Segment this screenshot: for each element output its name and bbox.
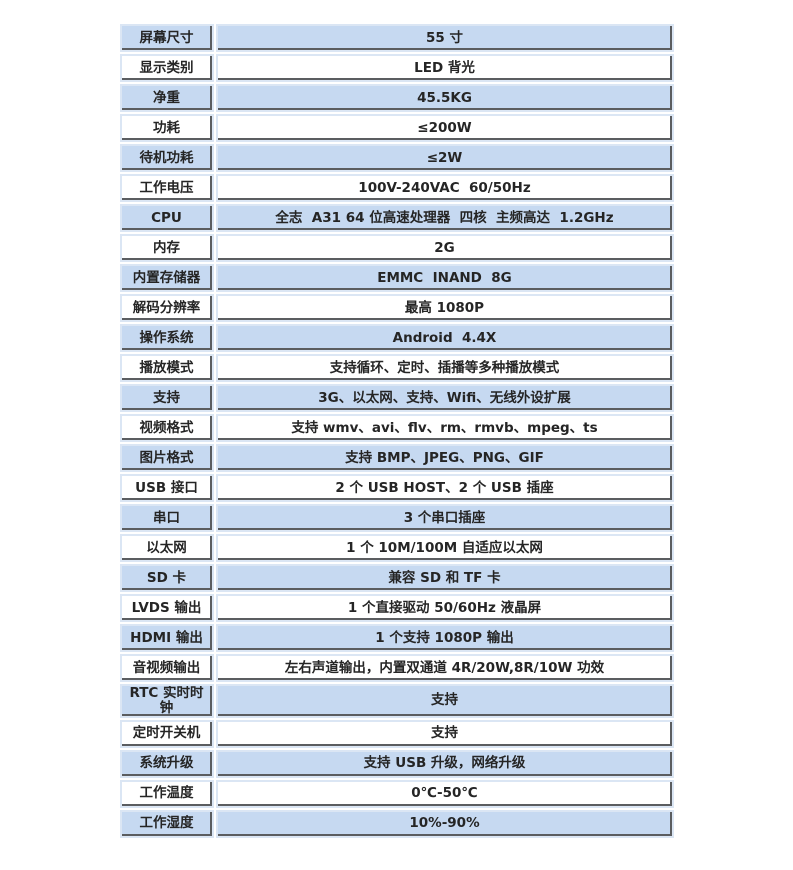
spec-label: 解码分辨率 [119, 294, 214, 322]
spec-row: 显示类别 LED 背光 [119, 54, 674, 82]
spec-value: 2G [215, 234, 674, 262]
spec-value: Android 4.4X [215, 324, 674, 352]
spec-table-body: 屏幕尺寸 55 寸显示类别 LED 背光 净重 45.5KG 功耗 ≤200W 待机功耗 ≤2W… [119, 24, 674, 838]
spec-label: 以太网 [119, 534, 214, 562]
spec-label: LVDS 输出 [119, 594, 214, 622]
spec-label: 待机功耗 [119, 144, 214, 172]
spec-label: CPU [119, 204, 214, 232]
spec-label: 功耗 [119, 114, 214, 142]
spec-label: 播放模式 [119, 354, 214, 382]
spec-value: 0℃-50℃ [215, 779, 674, 808]
spec-row: 音视频输出 左右声道输出，内置双通道 4R/20W,8R/10W 功效 [119, 654, 674, 682]
spec-value: 全志 A31 64 位高速处理器 四核 主频高达 1.2GHz [215, 204, 674, 232]
spec-value: 10%-90% [215, 809, 674, 838]
spec-row: 定时开关机 支持 [119, 719, 674, 748]
spec-value: ≤2W [215, 144, 674, 172]
spec-row: USB 接口 2 个 USB HOST、2 个 USB 插座 [119, 474, 674, 502]
spec-value: 左右声道输出，内置双通道 4R/20W,8R/10W 功效 [215, 654, 674, 682]
spec-value: 支持 wmv、avi、flv、rm、rmvb、mpeg、ts [215, 414, 674, 442]
spec-label: HDMI 输出 [119, 624, 214, 652]
spec-value: 45.5KG [215, 84, 674, 112]
spec-row: 系统升级 支持 USB 升级，网络升级 [119, 749, 674, 778]
spec-row: 屏幕尺寸 55 寸 [119, 24, 674, 52]
spec-value: 3G、以太网、支持、Wifi、无线外设扩展 [215, 384, 674, 412]
spec-row: 内置存储器 EMMC INAND 8G [119, 264, 674, 292]
spec-label: 工作湿度 [119, 809, 214, 838]
spec-row: 内存 2G [119, 234, 674, 262]
spec-row: 串口 3 个串口插座 [119, 504, 674, 532]
spec-label: 图片格式 [119, 444, 214, 472]
spec-value: 最高 1080P [215, 294, 674, 322]
spec-row: 工作温度 0℃-50℃ [119, 779, 674, 808]
spec-value: 支持 USB 升级，网络升级 [215, 749, 674, 778]
spec-row: RTC 实时时钟 支持 [119, 684, 674, 718]
spec-value: 100V-240VAC 60/50Hz [215, 174, 674, 202]
spec-label: 工作电压 [119, 174, 214, 202]
spec-row: CPU 全志 A31 64 位高速处理器 四核 主频高达 1.2GHz [119, 204, 674, 232]
spec-row: 解码分辨率 最高 1080P [119, 294, 674, 322]
spec-value: 兼容 SD 和 TF 卡 [215, 564, 674, 592]
spec-label: 系统升级 [119, 749, 214, 778]
spec-row: 图片格式 支持 BMP、JPEG、PNG、GIF [119, 444, 674, 472]
spec-value: 2 个 USB HOST、2 个 USB 插座 [215, 474, 674, 502]
spec-value: 支持 [215, 719, 674, 748]
spec-row: 以太网 1 个 10M/100M 自适应以太网 [119, 534, 674, 562]
spec-row: 操作系统 Android 4.4X [119, 324, 674, 352]
spec-value: 支持 [215, 684, 674, 718]
spec-label: 视频格式 [119, 414, 214, 442]
spec-value: LED 背光 [215, 54, 674, 82]
spec-table: 屏幕尺寸 55 寸显示类别 LED 背光 净重 45.5KG 功耗 ≤200W 待机功耗 ≤2W… [118, 22, 676, 840]
spec-row: SD 卡兼容 SD 和 TF 卡 [119, 564, 674, 592]
spec-row: HDMI 输出 1 个支持 1080P 输出 [119, 624, 674, 652]
spec-value: 支持 BMP、JPEG、PNG、GIF [215, 444, 674, 472]
spec-value: 55 寸 [215, 24, 674, 52]
spec-row: 工作电压 100V-240VAC 60/50Hz [119, 174, 674, 202]
spec-label: 屏幕尺寸 [119, 24, 214, 52]
spec-label: 工作温度 [119, 779, 214, 808]
spec-label: 净重 [119, 84, 214, 112]
spec-label: 内置存储器 [119, 264, 214, 292]
spec-value: 1 个支持 1080P 输出 [215, 624, 674, 652]
spec-label: 定时开关机 [119, 719, 214, 748]
spec-value: ≤200W [215, 114, 674, 142]
spec-row: 待机功耗 ≤2W [119, 144, 674, 172]
spec-row: 工作湿度 10%-90% [119, 809, 674, 838]
spec-label: SD 卡 [119, 564, 214, 592]
spec-label: 支持 [119, 384, 214, 412]
spec-label: 显示类别 [119, 54, 214, 82]
spec-row: 视频格式 支持 wmv、avi、flv、rm、rmvb、mpeg、ts [119, 414, 674, 442]
spec-row: 净重 45.5KG [119, 84, 674, 112]
spec-label: 音视频输出 [119, 654, 214, 682]
spec-row: 播放模式 支持循环、定时、插播等多种播放模式 [119, 354, 674, 382]
spec-value: 3 个串口插座 [215, 504, 674, 532]
spec-label: 内存 [119, 234, 214, 262]
spec-row: 支持 3G、以太网、支持、Wifi、无线外设扩展 [119, 384, 674, 412]
spec-value: 支持循环、定时、插播等多种播放模式 [215, 354, 674, 382]
spec-value: 1 个 10M/100M 自适应以太网 [215, 534, 674, 562]
spec-label: 串口 [119, 504, 214, 532]
spec-value: EMMC INAND 8G [215, 264, 674, 292]
spec-row: LVDS 输出 1 个直接驱动 50/60Hz 液晶屏 [119, 594, 674, 622]
spec-value: 1 个直接驱动 50/60Hz 液晶屏 [215, 594, 674, 622]
spec-label: RTC 实时时钟 [119, 684, 214, 718]
spec-row: 功耗 ≤200W [119, 114, 674, 142]
spec-label: USB 接口 [119, 474, 214, 502]
spec-label: 操作系统 [119, 324, 214, 352]
